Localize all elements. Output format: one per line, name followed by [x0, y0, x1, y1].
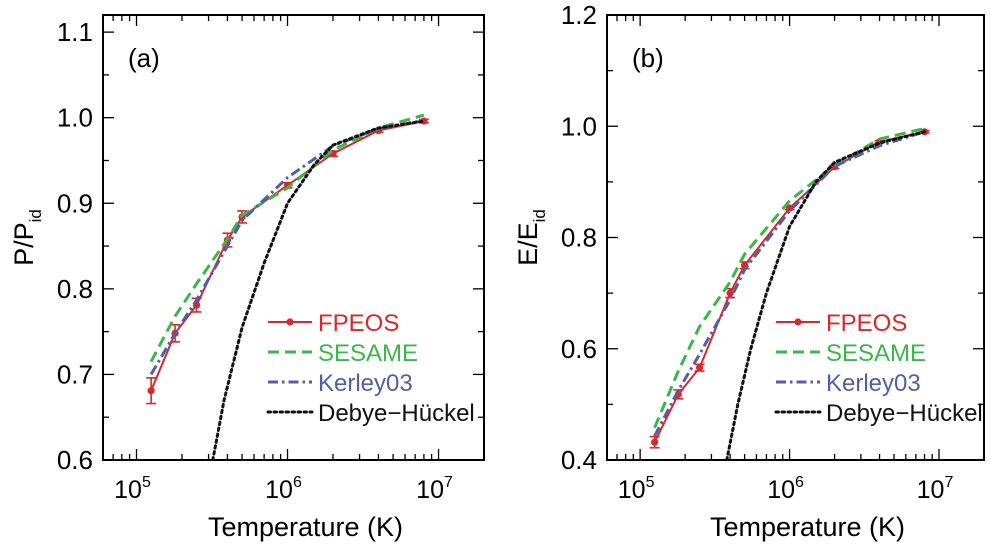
y-tick-label: 0.4 [561, 445, 597, 475]
legend-marker [286, 318, 294, 326]
legend: FPEOS SESAME Kerley03 Debye−Hückel [266, 310, 475, 427]
y-axis-label-main: E/E [513, 222, 543, 266]
data-point [696, 364, 704, 372]
legend-label: SESAME [318, 340, 418, 367]
x-tick-label: 107 [416, 474, 453, 504]
y-axis-label: E/Eid [513, 209, 549, 266]
x-tick-label: 105 [618, 474, 655, 504]
legend-label: SESAME [826, 340, 926, 367]
series-line-sesame [653, 127, 925, 429]
legend-label: FPEOS [826, 310, 907, 337]
y-tick-label: 0.6 [57, 445, 93, 475]
y-tick-label: 0.7 [57, 359, 93, 389]
y-axis-label-main: P/P [9, 222, 39, 266]
panel-label: (a) [128, 43, 160, 73]
x-tick-base: 10 [265, 476, 293, 504]
panel-label: (b) [632, 43, 664, 73]
x-tick-base: 10 [416, 476, 444, 504]
series-line-debye-h-ckel [725, 130, 926, 460]
data-point [785, 204, 794, 212]
x-axis-ticks [606, 15, 985, 460]
x-tick-exponent: 6 [795, 474, 804, 491]
y-axis-ticks [607, 14, 984, 461]
data-point [651, 438, 659, 446]
y-tick-label: 1.2 [561, 0, 597, 30]
x-axis-label: Temperature (K) [208, 512, 403, 542]
x-tick-exponent: 7 [444, 474, 453, 491]
series-group [146, 113, 429, 460]
legend-label: Debye−Hückel [318, 400, 475, 427]
data-point [726, 289, 734, 297]
series-line-kerley03 [653, 130, 925, 437]
x-axis-ticks [102, 15, 485, 460]
y-tick-label: 0.8 [561, 223, 597, 253]
y-tick-label: 1.0 [561, 111, 597, 141]
x-tick-base: 10 [767, 476, 795, 504]
x-tick-label: 106 [767, 474, 804, 504]
legend-marker [794, 318, 802, 326]
legend-label: Debye−Hückel [826, 400, 983, 427]
y-axis-ticks [103, 31, 484, 461]
legend-label: Kerley03 [318, 370, 413, 397]
data-point [147, 387, 155, 395]
x-tick-base: 10 [114, 476, 142, 504]
legend-label: Kerley03 [826, 370, 921, 397]
x-axis-label: Temperature (K) [710, 512, 905, 542]
y-axis-label-subscript: id [26, 209, 45, 222]
y-tick-label: 1.1 [57, 17, 93, 47]
legend: FPEOS SESAME Kerley03 Debye−Hückel [774, 310, 983, 427]
plot-frame [102, 14, 485, 461]
x-tick-base: 10 [618, 476, 646, 504]
x-tick-label: 106 [265, 474, 302, 504]
series-line-debye-h-ckel [211, 119, 426, 460]
y-tick-label: 1.0 [57, 103, 93, 133]
y-tick-label: 0.9 [57, 188, 93, 218]
x-tick-exponent: 6 [293, 474, 302, 491]
plot-frame [606, 14, 985, 461]
x-tick-exponent: 5 [646, 474, 655, 491]
y-tick-label: 0.6 [561, 334, 597, 364]
y-axis-label-subscript: id [530, 209, 549, 222]
x-tick-base: 10 [917, 476, 945, 504]
x-tick-exponent: 5 [142, 474, 151, 491]
y-axis-label: P/Pid [9, 209, 45, 266]
series-group [649, 127, 930, 460]
x-tick-exponent: 7 [944, 474, 953, 491]
x-tick-label: 107 [917, 474, 954, 504]
legend-label: FPEOS [318, 310, 399, 337]
x-tick-label: 105 [114, 474, 151, 504]
y-tick-label: 0.8 [57, 274, 93, 304]
series-line-sesame [149, 113, 425, 363]
